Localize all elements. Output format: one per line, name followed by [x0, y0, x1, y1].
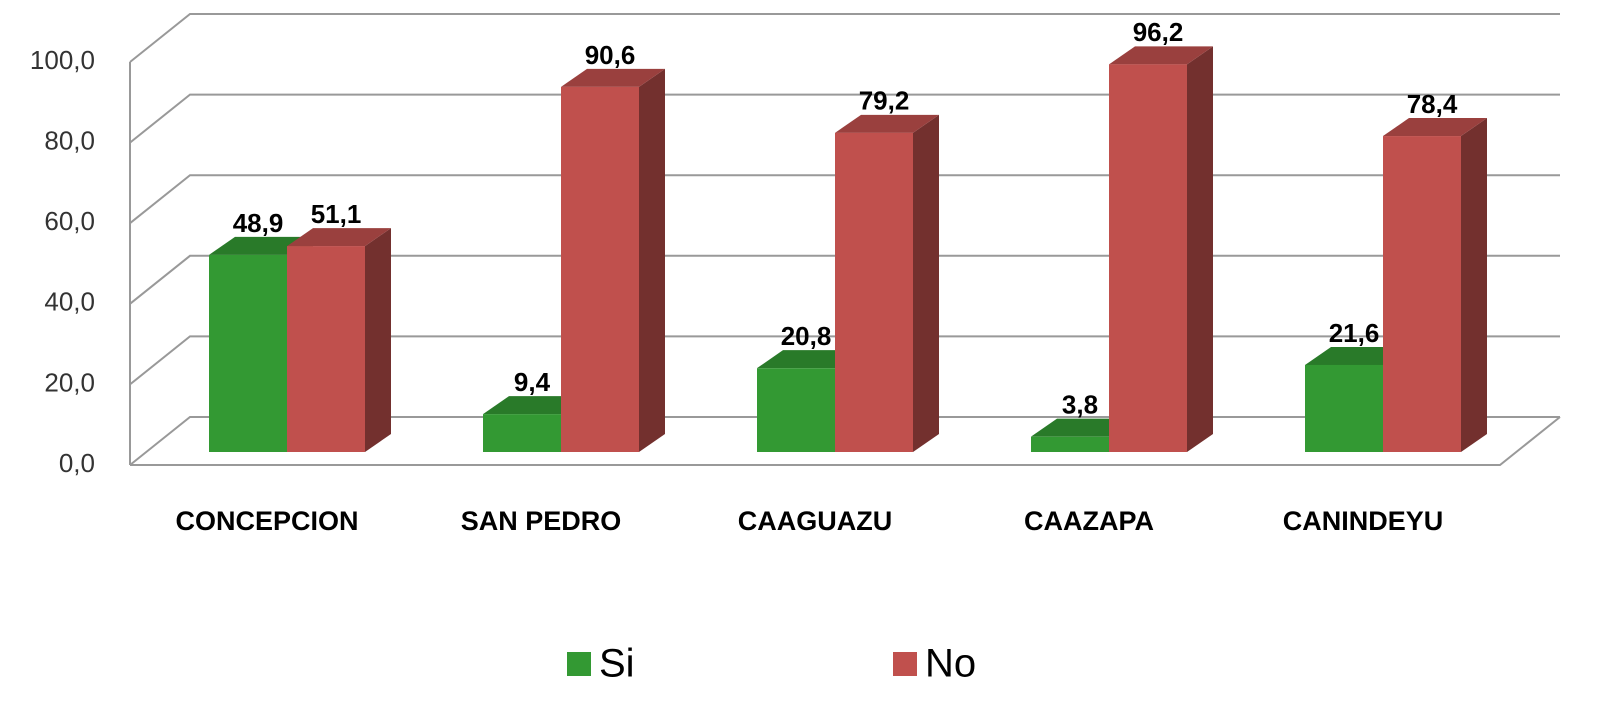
bar: [287, 246, 365, 452]
grid-line: [129, 93, 1560, 144]
x-tick-label: CAAGUAZU: [738, 506, 893, 536]
bar-group: [1109, 46, 1213, 453]
bar: [1031, 436, 1109, 452]
bar-group: [1383, 118, 1487, 452]
bar-top: [287, 228, 391, 247]
value-label: 79,2: [859, 86, 910, 116]
value-label: 21,6: [1329, 318, 1380, 348]
legend-swatch: [567, 652, 591, 676]
bar: [1109, 64, 1187, 453]
x-tick-label: CANINDEYU: [1283, 506, 1444, 536]
y-tick-label: 80,0: [44, 125, 95, 155]
bar-side: [365, 228, 391, 452]
value-label: 90,6: [585, 40, 636, 70]
bar-side: [1461, 118, 1487, 452]
y-tick-label: 0,0: [59, 448, 95, 478]
value-label: 96,2: [1133, 17, 1184, 47]
value-label: 78,4: [1407, 89, 1458, 119]
grid-line: [129, 254, 1560, 305]
bar-top: [1383, 118, 1487, 137]
bar-top: [835, 114, 939, 133]
grid-line: [129, 416, 1560, 466]
x-tick-label: CAAZAPA: [1024, 506, 1154, 536]
grid-line: [129, 335, 1560, 386]
bar-side: [1187, 46, 1213, 453]
value-label: 3,8: [1062, 390, 1098, 420]
legend-label: No: [925, 642, 976, 686]
y-tick-label: 60,0: [44, 206, 95, 236]
bar-group: [561, 68, 665, 452]
bar-side: [913, 114, 939, 452]
bar-group: [287, 228, 391, 452]
value-label: 51,1: [311, 199, 362, 229]
y-tick-label: 20,0: [44, 367, 95, 397]
value-label: 20,8: [781, 321, 832, 351]
bar: [483, 414, 561, 452]
bar: [209, 254, 287, 452]
bar-top: [561, 68, 665, 87]
x-tick-label: CONCEPCION: [175, 506, 358, 536]
value-label: 9,4: [514, 367, 551, 397]
y-tick-label: 100,0: [30, 45, 95, 75]
bar: [757, 368, 835, 452]
x-tick-label: SAN PEDRO: [461, 506, 622, 536]
bar: [1305, 364, 1383, 452]
bar: [561, 86, 639, 452]
grid-line: [129, 13, 1560, 63]
value-label: 48,9: [233, 208, 284, 238]
bar-side: [639, 68, 665, 452]
grid-line: [129, 174, 1560, 224]
legend-swatch: [893, 652, 917, 676]
bar: [835, 132, 913, 452]
floor: [130, 416, 1561, 466]
y-tick-label: 40,0: [44, 287, 95, 317]
bar: [1383, 136, 1461, 452]
legend-label: Si: [599, 642, 635, 686]
bar-group: [835, 114, 939, 452]
bar-top: [1109, 46, 1213, 65]
